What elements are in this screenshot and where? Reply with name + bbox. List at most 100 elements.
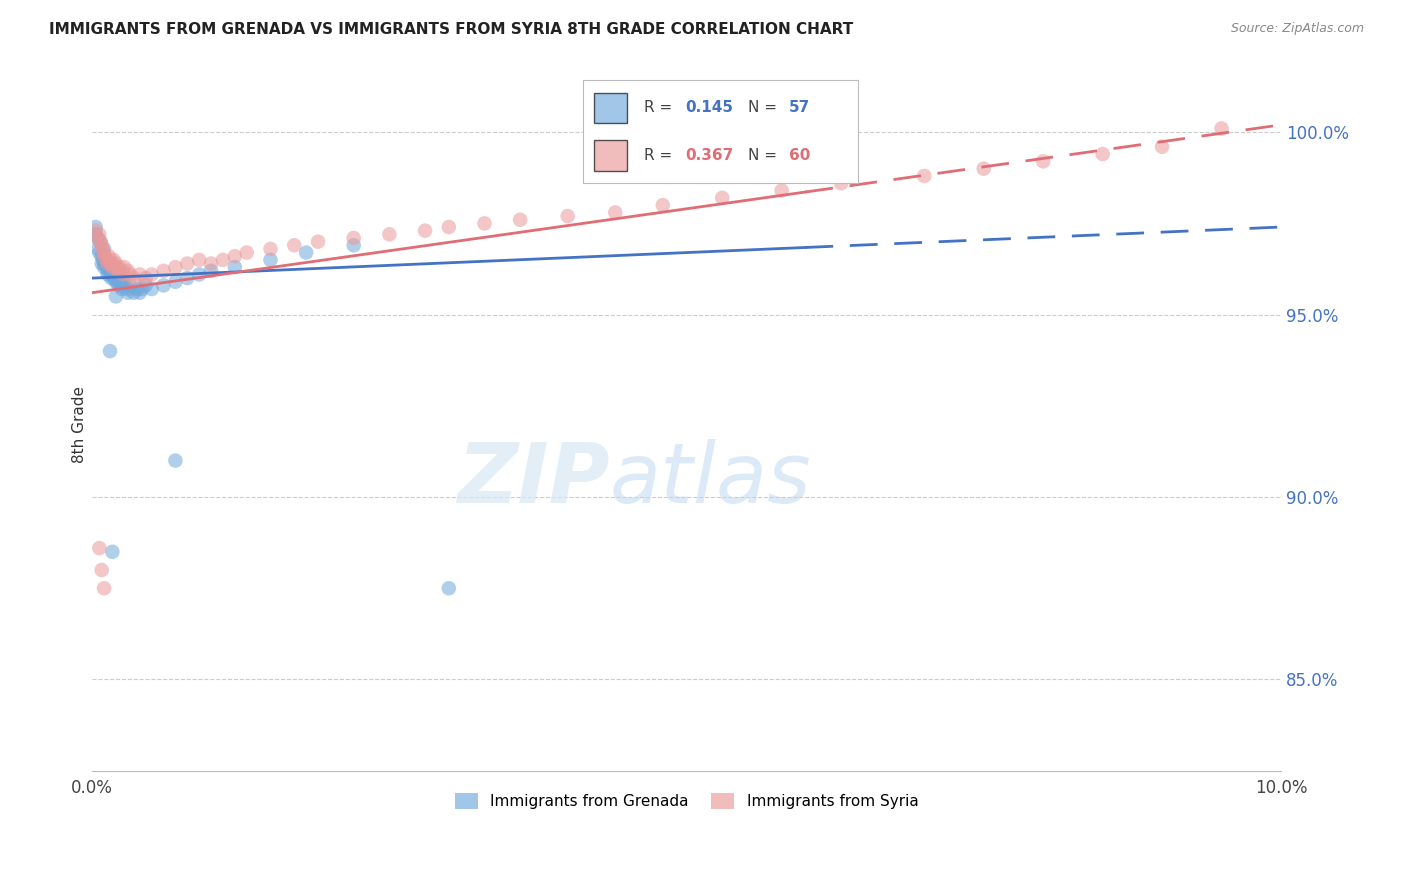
Point [101, 260, 124, 275]
Point [122, 285, 145, 300]
Point [84, 224, 107, 238]
Point [93, 249, 115, 263]
Y-axis label: 8th Grade: 8th Grade [72, 385, 87, 463]
Point [103, 271, 125, 285]
Point [108, 271, 131, 285]
Point [343, 231, 366, 245]
Point [111, 282, 134, 296]
Point [104, 256, 127, 270]
Point [100, 256, 122, 270]
Point [101, 545, 124, 559]
Point [112, 275, 135, 289]
Point [509, 212, 531, 227]
Point [127, 282, 149, 296]
Text: 57: 57 [789, 101, 810, 115]
Point [91, 252, 114, 267]
Point [97, 264, 120, 278]
Point [96, 260, 118, 275]
Text: N =: N = [748, 101, 782, 115]
Point [437, 220, 460, 235]
Point [90, 563, 112, 577]
Point [89, 541, 111, 555]
Point [103, 268, 125, 282]
Point [100, 268, 122, 282]
Point [152, 264, 174, 278]
FancyBboxPatch shape [595, 93, 627, 123]
Point [98, 344, 121, 359]
Point [165, 453, 187, 467]
Point [128, 285, 150, 300]
Point [224, 260, 246, 275]
Point [1211, 121, 1233, 136]
Point [711, 191, 734, 205]
Text: atlas: atlas [609, 439, 811, 520]
Point [112, 260, 135, 275]
Point [120, 268, 142, 282]
Text: R =: R = [644, 101, 676, 115]
Point [87, 231, 110, 245]
Text: ZIP: ZIP [457, 439, 609, 520]
Point [101, 264, 124, 278]
Point [89, 235, 111, 249]
Point [152, 278, 174, 293]
Point [107, 264, 129, 278]
Point [830, 176, 852, 190]
Point [90, 249, 112, 263]
Point [343, 238, 366, 252]
Point [98, 252, 121, 267]
Text: 0.367: 0.367 [685, 148, 733, 162]
Point [98, 260, 121, 275]
Point [112, 268, 135, 282]
Point [90, 238, 112, 252]
Point [89, 245, 111, 260]
Legend: Immigrants from Grenada, Immigrants from Syria: Immigrants from Grenada, Immigrants from… [449, 787, 924, 815]
Point [141, 268, 163, 282]
Point [108, 260, 131, 275]
Point [295, 245, 318, 260]
Point [86, 231, 108, 245]
Point [104, 260, 127, 275]
Point [378, 227, 401, 242]
Point [165, 260, 187, 275]
Point [1032, 154, 1054, 169]
Point [122, 271, 145, 285]
Point [104, 275, 127, 289]
Point [1091, 147, 1114, 161]
Point [224, 249, 246, 263]
Point [135, 278, 157, 293]
Point [413, 224, 436, 238]
Point [176, 271, 198, 285]
Point [111, 264, 134, 278]
Point [117, 282, 139, 296]
Point [973, 161, 995, 176]
Point [91, 242, 114, 256]
Point [259, 242, 281, 256]
Point [84, 227, 107, 242]
Point [200, 256, 222, 270]
FancyBboxPatch shape [595, 140, 627, 170]
Point [212, 252, 235, 267]
Point [235, 245, 257, 260]
Point [437, 581, 460, 595]
Point [104, 289, 127, 303]
Point [188, 268, 211, 282]
Point [107, 278, 129, 293]
Point [93, 242, 115, 256]
Point [141, 282, 163, 296]
Point [87, 242, 110, 256]
Point [89, 227, 111, 242]
Point [131, 282, 153, 296]
Point [259, 252, 281, 267]
Point [188, 252, 211, 267]
Point [117, 264, 139, 278]
Point [770, 184, 793, 198]
Point [1152, 140, 1174, 154]
Point [283, 238, 305, 252]
Point [96, 252, 118, 267]
Point [97, 256, 120, 270]
Point [90, 256, 112, 270]
Point [128, 268, 150, 282]
Point [651, 198, 673, 212]
Point [605, 205, 627, 219]
Text: 0.145: 0.145 [685, 101, 733, 115]
